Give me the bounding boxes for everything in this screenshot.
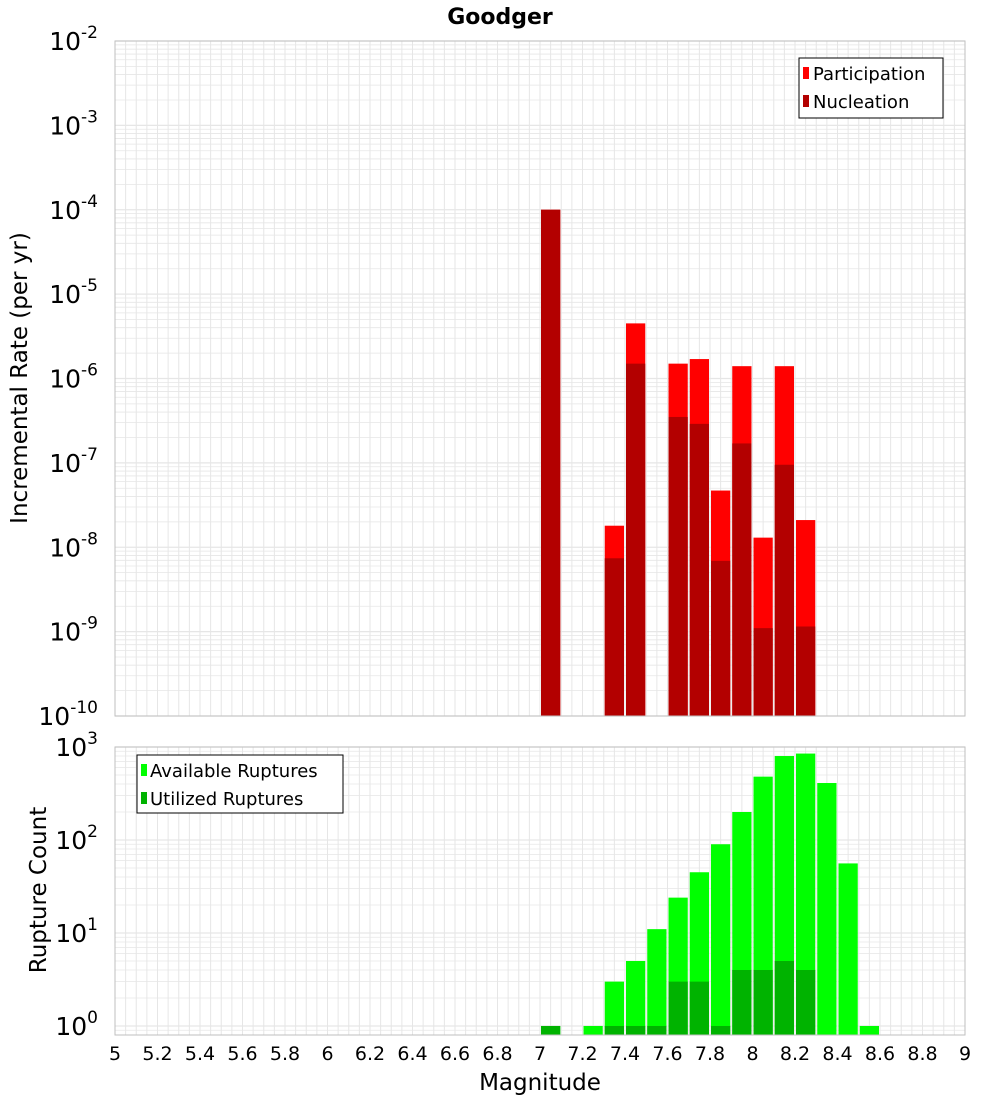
- bar: [774, 960, 794, 1035]
- bar: [604, 1025, 624, 1035]
- x-tick-labels: 5 5.2 5.4 5.6 5.8 6 6.2 6.4 6.6 6.8 7 7.2 7.4 7.6 7.8 8…: [109, 1043, 971, 1065]
- bottom-legend: Available Ruptures Utilized Ruptures: [136, 754, 344, 814]
- y-tick-label: 10-4: [49, 192, 98, 225]
- bar: [711, 1025, 731, 1035]
- legend-label-participation: Participation: [813, 64, 925, 85]
- bar: [859, 1025, 879, 1035]
- y-tick-label: 10-7: [49, 445, 98, 478]
- top-y-tick-labels: 10-10 10-9 10-8 10-7 10-6 10-5 10-4 10-3 10-2: [38, 23, 98, 731]
- legend-swatch-available-ruptures: [141, 764, 147, 776]
- bottom-bars: [541, 753, 879, 1035]
- bottom-frame: [114, 746, 966, 1036]
- bar: [604, 981, 624, 1035]
- y-tick-label: 10-3: [49, 107, 98, 140]
- bottom-legend-box: [136, 754, 344, 814]
- bar: [732, 443, 752, 716]
- legend-label-utilized-ruptures: Utilized Ruptures: [150, 789, 303, 810]
- x-tick-label: 6: [321, 1043, 333, 1065]
- bar: [796, 626, 816, 716]
- x-tick-label: 7: [534, 1043, 546, 1065]
- bar: [796, 969, 816, 1035]
- x-tick-label: 7.2: [567, 1043, 597, 1065]
- chart-title: Goodger: [447, 5, 553, 30]
- x-tick-label: 6.6: [440, 1043, 470, 1065]
- bar: [626, 960, 646, 1035]
- top-bars: [541, 209, 816, 716]
- y-tick-label: 101: [55, 915, 98, 948]
- bar: [541, 209, 561, 716]
- bar: [689, 423, 709, 716]
- y-tick-label: 10-5: [49, 276, 98, 309]
- bar: [689, 981, 709, 1035]
- bottom-y-axis-label: Rupture Count: [26, 807, 52, 973]
- x-tick-label: 8: [746, 1043, 758, 1065]
- bar: [753, 969, 773, 1035]
- bar: [838, 863, 858, 1035]
- legend-swatch-utilized-ruptures: [141, 792, 147, 804]
- y-tick-label: 102: [55, 822, 98, 855]
- x-tick-label: 7.4: [610, 1043, 640, 1065]
- bar: [774, 464, 794, 716]
- bar: [668, 981, 688, 1035]
- bar: [711, 560, 731, 716]
- y-tick-label: 10-2: [49, 23, 98, 56]
- bar: [626, 1025, 646, 1035]
- x-tick-label: 8.6: [865, 1043, 895, 1065]
- top-frame: [114, 40, 966, 717]
- y-tick-label: 10-8: [49, 529, 98, 562]
- y-tick-label: 103: [55, 729, 98, 762]
- bar: [604, 558, 624, 716]
- legend-swatch-participation: [803, 67, 809, 79]
- bar: [796, 753, 816, 1035]
- x-tick-label: 8.4: [822, 1043, 852, 1065]
- bar: [753, 628, 773, 716]
- x-tick-label: 8.8: [907, 1043, 937, 1065]
- x-axis-label: Magnitude: [479, 1070, 601, 1096]
- legend-label-available-ruptures: Available Ruptures: [150, 761, 318, 782]
- y-tick-label: 10-9: [49, 614, 98, 647]
- bar: [668, 416, 688, 716]
- bar: [732, 969, 752, 1035]
- y-tick-label: 100: [55, 1008, 98, 1041]
- x-tick-label: 6.8: [482, 1043, 512, 1065]
- top-panel: 10-10 10-9 10-8 10-7 10-6 10-5 10-4 10-3 10-2 In…: [7, 23, 966, 731]
- x-tick-label: 9: [959, 1043, 971, 1065]
- bar: [817, 783, 837, 1035]
- y-tick-label: 10-10: [38, 698, 98, 731]
- x-tick-label: 7.6: [652, 1043, 682, 1065]
- x-tick-label: 5.8: [270, 1043, 300, 1065]
- y-tick-label: 10-6: [49, 361, 98, 394]
- x-tick-label: 8.2: [780, 1043, 810, 1065]
- x-tick-label: 7.8: [695, 1043, 725, 1065]
- x-tick-label: 5.6: [227, 1043, 257, 1065]
- top-legend-box: [798, 57, 944, 119]
- x-tick-label: 5: [109, 1043, 121, 1065]
- x-tick-label: 5.2: [142, 1043, 172, 1065]
- bottom-panel: 100 101 102 103 5 5.2 5.4 5.6 5.8 6 6.2 6.4 6.6 6.8 7…: [26, 729, 971, 1096]
- top-legend: Participation Nucleation: [798, 57, 944, 119]
- bar: [647, 1025, 667, 1035]
- x-tick-label: 5.4: [185, 1043, 215, 1065]
- legend-label-nucleation: Nucleation: [813, 92, 909, 113]
- bar: [711, 844, 731, 1035]
- bottom-y-tick-labels: 100 101 102 103: [55, 729, 98, 1041]
- x-tick-label: 6.2: [355, 1043, 385, 1065]
- top-y-axis-label: Incremental Rate (per yr): [7, 232, 33, 524]
- top-grid: [114, 40, 966, 717]
- x-tick-label: 6.4: [397, 1043, 427, 1065]
- bar: [541, 1025, 561, 1035]
- bar: [583, 1025, 603, 1035]
- bar: [626, 363, 646, 716]
- legend-swatch-nucleation: [803, 95, 809, 107]
- bar: [647, 929, 667, 1035]
